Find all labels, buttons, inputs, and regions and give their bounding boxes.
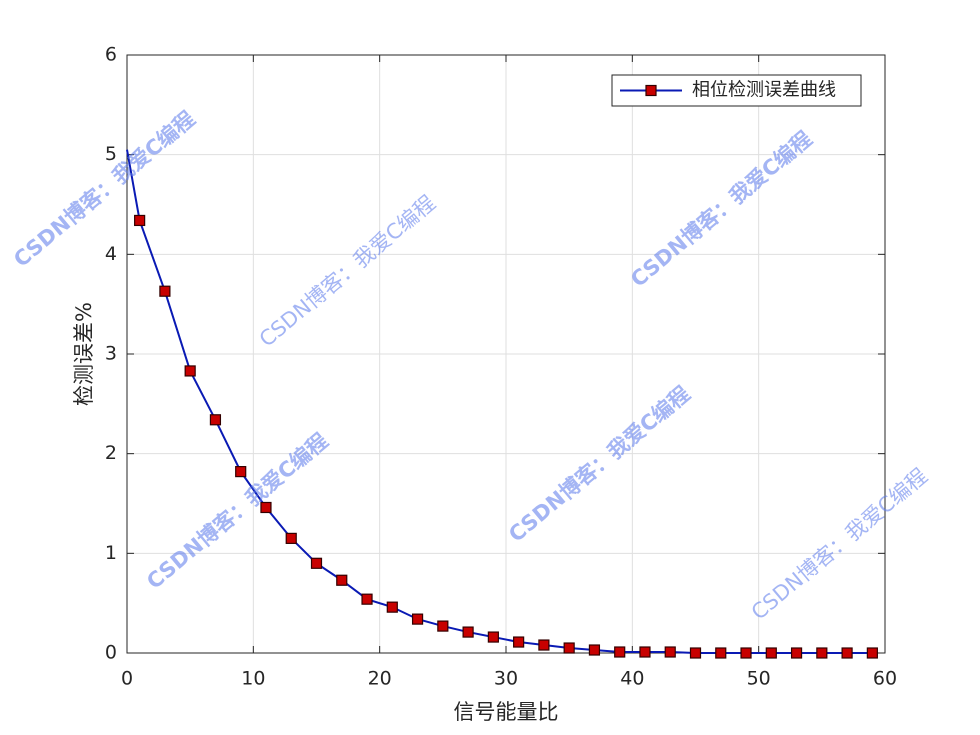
- x-tick-label: 20: [368, 668, 392, 690]
- marker: [285, 532, 297, 544]
- marker: [336, 574, 348, 586]
- marker: [538, 639, 550, 651]
- legend-label: 相位检测误差曲线: [692, 80, 836, 101]
- marker: [689, 647, 702, 659]
- y-tick-label: 3: [105, 343, 117, 365]
- y-tick-label: 5: [105, 143, 117, 165]
- marker: [816, 647, 828, 659]
- marker: [841, 647, 853, 659]
- y-axis-label: 检测误差%: [72, 302, 96, 406]
- y-tick-label: 2: [105, 442, 117, 464]
- axes-box: [126, 54, 886, 654]
- x-tick-label: 30: [494, 668, 518, 690]
- marker: [462, 626, 474, 638]
- marker: [134, 214, 146, 227]
- marker: [235, 466, 247, 478]
- marker: [159, 285, 171, 297]
- x-axis-label: 信号能量比: [454, 700, 559, 724]
- x-tick-label: 0: [121, 668, 133, 690]
- marker: [513, 636, 525, 648]
- marker: [411, 613, 424, 625]
- x-tick-label: 10: [241, 668, 265, 690]
- marker: [715, 647, 727, 659]
- marker: [765, 647, 777, 659]
- marker: [260, 501, 272, 514]
- marker: [664, 646, 676, 658]
- x-tick-label: 60: [873, 668, 897, 690]
- marker: [563, 642, 575, 654]
- marker: [866, 647, 878, 659]
- marker: [310, 557, 323, 569]
- marker: [209, 414, 222, 426]
- x-tick-label: 40: [620, 668, 644, 690]
- marker: [639, 646, 651, 658]
- marker: [740, 647, 752, 659]
- marker: [588, 644, 601, 656]
- marker: [487, 631, 499, 643]
- y-tick-label: 4: [105, 243, 117, 265]
- y-tick-label: 6: [105, 44, 117, 66]
- marker: [361, 593, 373, 605]
- marker: [437, 620, 449, 632]
- x-tick-label: 50: [747, 668, 771, 690]
- marker: [184, 365, 196, 377]
- y-tick-label: 0: [105, 642, 117, 664]
- marker: [790, 647, 803, 659]
- plot-area: 0 10 20 30 40 50 60 0 1 2 3 4 5 6 相位检测误差曲线: [105, 44, 897, 690]
- marker: [386, 601, 398, 613]
- marker: [614, 646, 626, 658]
- y-tick-label: 1: [105, 542, 117, 564]
- legend-marker: [645, 84, 657, 97]
